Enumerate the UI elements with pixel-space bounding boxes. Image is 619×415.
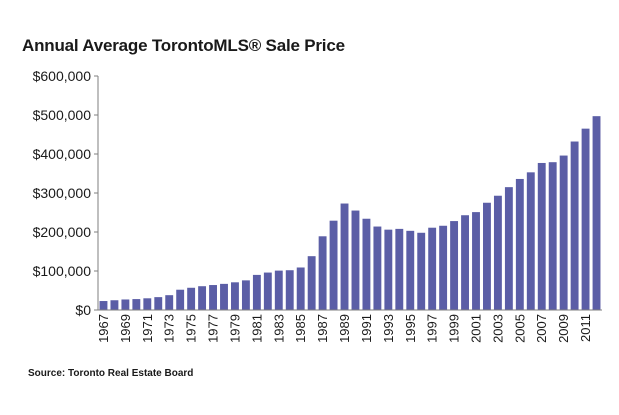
x-tick-label-1985: 1985 bbox=[293, 314, 308, 343]
bar-1974 bbox=[176, 289, 185, 310]
bar-2004 bbox=[504, 187, 513, 310]
bar-1968 bbox=[110, 300, 119, 310]
x-tick-label-1983: 1983 bbox=[271, 314, 286, 343]
bar-2008 bbox=[548, 162, 557, 310]
bar-1984 bbox=[285, 270, 294, 310]
x-tick-label-1989: 1989 bbox=[337, 314, 352, 343]
y-tick-label: $500,000 bbox=[33, 107, 92, 123]
bar-1981 bbox=[252, 274, 261, 310]
bar-1972 bbox=[154, 297, 163, 310]
bar-1983 bbox=[274, 270, 283, 310]
bar-1978 bbox=[220, 283, 228, 310]
x-tick-label-1975: 1975 bbox=[184, 314, 199, 343]
bar-1986 bbox=[307, 256, 316, 310]
bar-1995 bbox=[406, 230, 415, 310]
y-axis-ticks: $0 $100,000 $200,000 $300,000 $400,000 $500,0… bbox=[33, 68, 98, 318]
bar-1987 bbox=[318, 236, 327, 310]
x-tick-label-2011: 2011 bbox=[578, 314, 593, 342]
bar-1993 bbox=[384, 229, 393, 310]
x-tick-label-1969: 1969 bbox=[118, 314, 133, 343]
y-tick-label: $300,000 bbox=[33, 185, 92, 201]
x-tick-label-1999: 1999 bbox=[447, 314, 462, 343]
x-tick-label-1991: 1991 bbox=[359, 314, 374, 343]
y-tick-label: $0 bbox=[75, 302, 91, 318]
y-tick-label: $600,000 bbox=[33, 68, 92, 84]
bar-1973 bbox=[165, 295, 174, 310]
bar-1967 bbox=[99, 301, 108, 310]
y-tick-label: $400,000 bbox=[33, 146, 92, 162]
bar-2007 bbox=[537, 162, 546, 310]
bar-1975 bbox=[187, 287, 196, 310]
bar-1989 bbox=[340, 203, 349, 310]
bar-1976 bbox=[198, 286, 207, 310]
x-tick-label-1967: 1967 bbox=[96, 314, 111, 343]
bar-2005 bbox=[515, 178, 524, 310]
x-axis-ticks: 1967 1969 1971 1973 1975 1977 1979 1981 1983 1985… bbox=[96, 314, 593, 343]
bar-1982 bbox=[263, 272, 272, 310]
y-tick-label: $200,000 bbox=[33, 224, 92, 240]
bar-2001 bbox=[472, 212, 480, 310]
bar-1999 bbox=[450, 221, 459, 310]
x-tick-label-2009: 2009 bbox=[556, 314, 571, 343]
bar-2003 bbox=[493, 195, 502, 310]
bar-1970 bbox=[132, 299, 141, 310]
x-tick-label-1987: 1987 bbox=[315, 314, 330, 343]
x-tick-label-2003: 2003 bbox=[490, 314, 505, 343]
bar-1994 bbox=[395, 228, 404, 310]
bar-1977 bbox=[209, 285, 217, 310]
bar-2010 bbox=[570, 141, 579, 310]
x-tick-label-1979: 1979 bbox=[227, 314, 242, 343]
x-tick-label-1995: 1995 bbox=[403, 314, 418, 343]
bar-1998 bbox=[439, 225, 448, 310]
x-tick-label-1973: 1973 bbox=[162, 314, 177, 343]
bar-1971 bbox=[143, 298, 152, 310]
x-tick-label-1971: 1971 bbox=[140, 314, 155, 343]
bars bbox=[99, 116, 601, 310]
bar-2012 bbox=[592, 116, 601, 310]
bar-2009 bbox=[559, 155, 568, 310]
bar-1990 bbox=[351, 210, 360, 310]
bar-2002 bbox=[483, 202, 491, 310]
bar-1996 bbox=[417, 232, 426, 310]
bar-2000 bbox=[461, 215, 469, 310]
x-tick-label-2005: 2005 bbox=[512, 314, 527, 343]
chart-source: Source: Toronto Real Estate Board bbox=[28, 368, 194, 379]
bar-1997 bbox=[428, 227, 437, 310]
x-tick-label-1977: 1977 bbox=[206, 314, 221, 343]
chart-title: Annual Average TorontoMLS® Sale Price bbox=[22, 36, 345, 55]
x-tick-label-2001: 2001 bbox=[469, 314, 484, 343]
x-tick-label-1997: 1997 bbox=[425, 314, 440, 343]
x-tick-label-1993: 1993 bbox=[381, 314, 396, 343]
bar-1985 bbox=[296, 267, 305, 310]
bar-2011 bbox=[581, 128, 590, 310]
bar-1988 bbox=[329, 220, 338, 310]
bar-1980 bbox=[241, 280, 250, 310]
bar-2006 bbox=[526, 172, 535, 310]
bar-1992 bbox=[373, 226, 382, 310]
bar-1991 bbox=[362, 218, 371, 310]
x-tick-label-1981: 1981 bbox=[249, 314, 264, 343]
bar-1979 bbox=[231, 282, 239, 310]
x-tick-label-2007: 2007 bbox=[534, 314, 549, 343]
y-tick-label: $100,000 bbox=[33, 263, 92, 279]
bar-1969 bbox=[121, 299, 130, 310]
